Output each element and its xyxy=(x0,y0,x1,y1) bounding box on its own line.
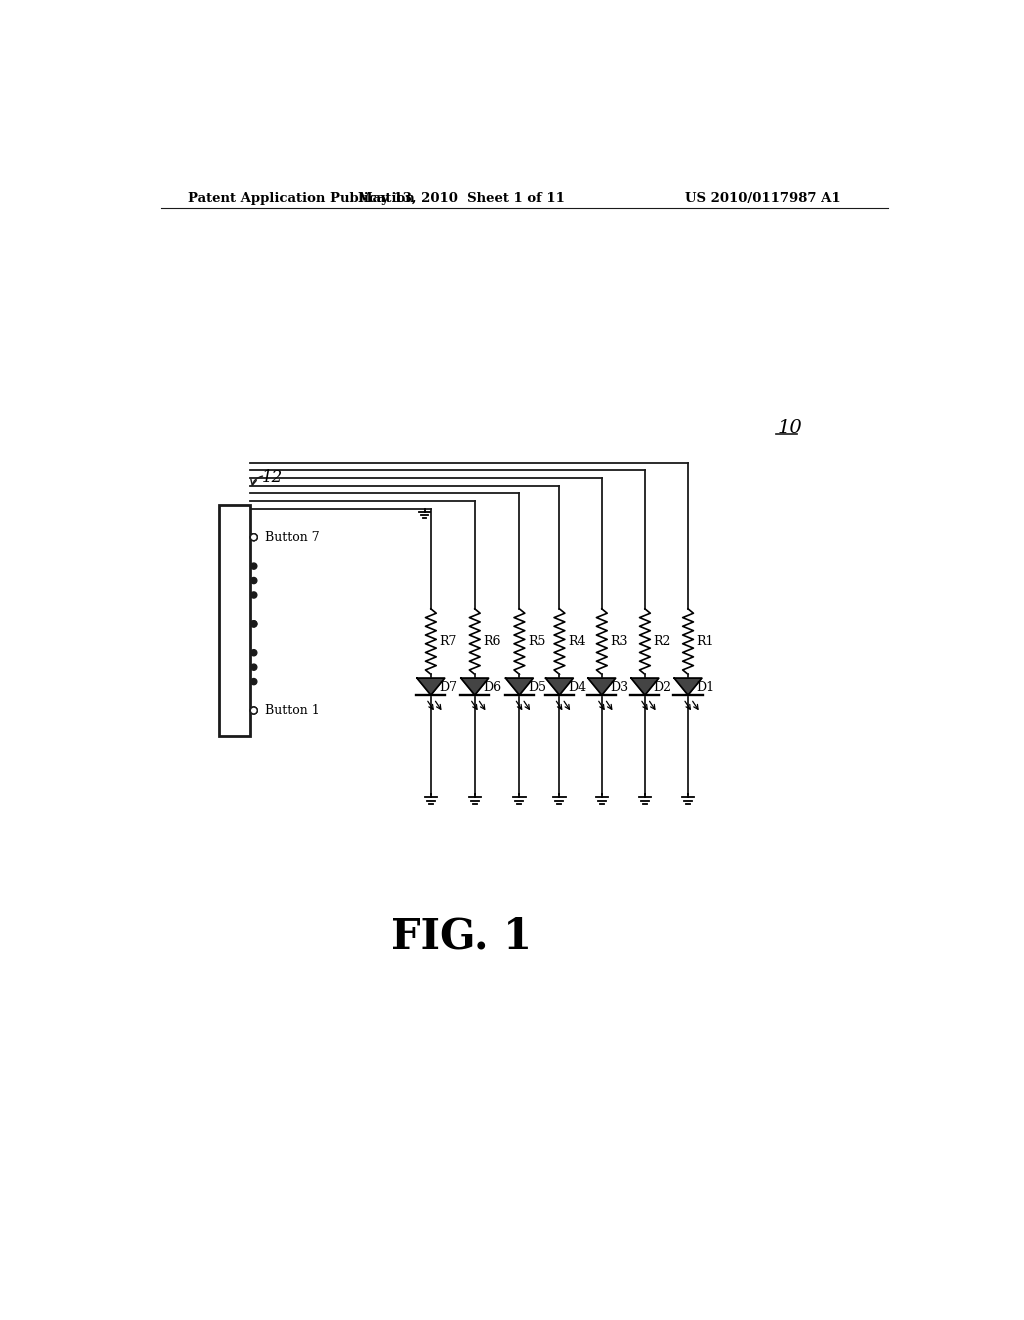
Circle shape xyxy=(251,649,257,656)
Circle shape xyxy=(250,533,257,541)
Text: D6: D6 xyxy=(483,681,502,694)
Text: Patent Application Publication: Patent Application Publication xyxy=(188,191,415,205)
Text: D3: D3 xyxy=(610,681,629,694)
Text: R5: R5 xyxy=(528,635,545,648)
Circle shape xyxy=(251,620,257,627)
Text: Button 1: Button 1 xyxy=(265,704,321,717)
Circle shape xyxy=(251,577,257,583)
Text: R4: R4 xyxy=(568,635,586,648)
Polygon shape xyxy=(546,678,573,696)
Text: FIG. 1: FIG. 1 xyxy=(391,915,532,957)
Text: 12: 12 xyxy=(261,470,283,487)
Text: 10: 10 xyxy=(777,418,802,437)
Circle shape xyxy=(250,708,257,714)
Polygon shape xyxy=(674,678,701,696)
Text: R7: R7 xyxy=(439,635,457,648)
Polygon shape xyxy=(588,678,615,696)
Circle shape xyxy=(250,533,257,541)
Text: Button 7: Button 7 xyxy=(265,531,319,544)
Polygon shape xyxy=(631,678,658,696)
Circle shape xyxy=(251,664,257,671)
Text: R1: R1 xyxy=(696,635,714,648)
Circle shape xyxy=(251,678,257,685)
Circle shape xyxy=(251,591,257,598)
Polygon shape xyxy=(506,678,534,696)
Text: D4: D4 xyxy=(568,681,586,694)
Circle shape xyxy=(251,620,257,627)
Text: D7: D7 xyxy=(439,681,458,694)
Text: D1: D1 xyxy=(696,681,715,694)
Text: R3: R3 xyxy=(610,635,628,648)
Circle shape xyxy=(250,708,257,714)
Text: R6: R6 xyxy=(483,635,501,648)
Text: R2: R2 xyxy=(653,635,671,648)
Polygon shape xyxy=(461,678,488,696)
Text: May 13, 2010  Sheet 1 of 11: May 13, 2010 Sheet 1 of 11 xyxy=(358,191,565,205)
Circle shape xyxy=(250,708,257,714)
Circle shape xyxy=(251,564,257,569)
Polygon shape xyxy=(417,678,444,696)
Text: D5: D5 xyxy=(528,681,546,694)
Bar xyxy=(219,506,250,737)
Circle shape xyxy=(250,533,257,541)
Text: US 2010/0117987 A1: US 2010/0117987 A1 xyxy=(685,191,841,205)
Text: D2: D2 xyxy=(653,681,672,694)
